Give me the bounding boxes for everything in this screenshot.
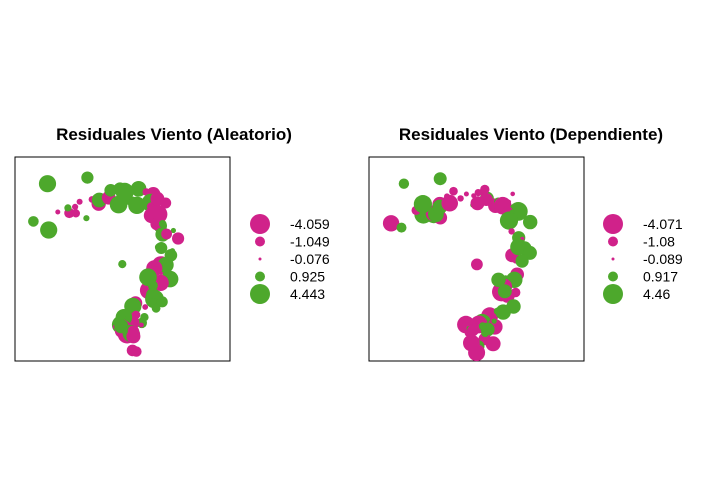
map-points-dependiente [382,172,538,362]
residual-point [139,322,144,328]
residual-point [413,195,432,214]
residual-point [509,209,515,214]
legend-label: 4.443 [290,286,325,302]
legend-label: -0.089 [643,251,683,267]
residual-point [433,172,447,186]
map-frame-aleatorio [14,156,231,362]
residual-point [463,334,480,352]
residual-point [510,191,515,197]
residual-point [506,199,512,204]
residual-point [150,298,157,305]
residual-point [474,189,482,197]
residual-point [38,175,57,193]
legend-aleatorio: -4.059 -1.049 -0.076 0.925 4.443 [250,214,330,304]
residual-point [463,191,469,197]
panel-dependiente: Residuales Viento (Dependiente) -4.071 -… [368,125,683,362]
residual-point [146,288,160,302]
residual-point [158,220,167,228]
residual-point [396,222,407,233]
residual-point [481,329,490,338]
residual-point [508,228,515,235]
legend-symbol [611,257,615,261]
residual-point [515,254,529,268]
residual-point [480,184,490,195]
residual-point [497,284,512,299]
residual-point [83,215,90,222]
panel-title-aleatorio: Residuales Viento (Aleatorio) [56,125,292,144]
residual-point [161,228,173,240]
residual-point [505,253,513,261]
legend-label: -1.08 [643,234,675,250]
residual-point [491,318,497,324]
residual-point [160,197,172,209]
residual-point [155,242,168,254]
residual-point [457,195,464,202]
residual-point [118,260,127,269]
residual-point [523,214,538,230]
legend-symbol [250,214,270,234]
residual-point [139,268,157,287]
residual-point [495,304,511,320]
legend-symbol [258,257,262,261]
legend-label: -4.059 [290,216,330,232]
residual-point [40,221,58,239]
residual-point [156,296,168,308]
legend-symbol [603,214,623,234]
residual-point [491,272,506,287]
residual-point [81,171,94,184]
legend-symbol [255,271,265,282]
residual-point [441,194,459,212]
residual-point [126,329,141,344]
residual-point [398,178,410,189]
residual-point [64,204,72,212]
residual-point [115,182,134,201]
residual-point [449,186,458,196]
residual-point [140,313,149,322]
legend-symbol [255,236,265,247]
residual-point [128,196,146,214]
residual-point [150,217,163,231]
legend-label: 4.46 [643,286,670,302]
legend-dependiente: -4.071 -1.08 -0.089 0.917 4.46 [603,214,683,304]
residual-point [76,198,83,205]
residual-point [499,211,519,230]
residual-point [131,346,142,357]
residual-point [130,181,147,197]
residual-point [382,215,400,232]
residual-point [72,203,79,210]
residual-point [510,238,527,256]
residual-point [142,304,149,310]
residual-point [467,324,479,337]
residual-point [172,232,185,245]
residual-point [479,193,493,206]
residual-point [529,216,536,223]
panel-aleatorio: Residuales Viento (Aleatorio) -4.059 -1.… [14,125,330,362]
residual-point [471,258,483,271]
residual-point [71,209,80,218]
residual-point [478,322,487,331]
legend-label: -0.076 [290,251,330,267]
residual-point [96,199,104,207]
legend-symbol [250,284,270,304]
residual-point [28,216,39,227]
residual-point [55,209,61,215]
panel-title-dependiente: Residuales Viento (Dependiente) [399,125,663,144]
legend-label: -4.071 [643,216,683,232]
map-points-aleatorio [28,171,185,357]
legend-label: 0.925 [290,269,325,285]
legend-symbol [608,236,618,247]
residual-point [151,303,161,313]
legend-label: 0.917 [643,269,678,285]
legend-symbol [603,284,623,304]
legend-symbol [608,271,618,282]
residual-point [485,336,501,352]
residual-point [170,227,176,234]
legend-label: -1.049 [290,234,330,250]
